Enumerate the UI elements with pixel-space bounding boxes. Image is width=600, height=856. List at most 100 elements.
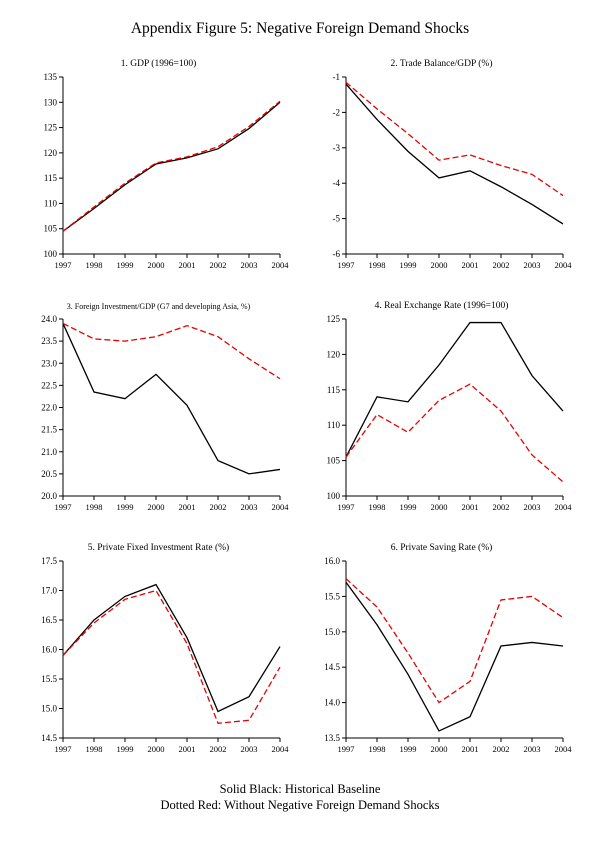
- axis: [345, 319, 563, 497]
- x-tick-label: 1997: [337, 502, 354, 512]
- y-tick-label: 105: [326, 456, 340, 466]
- axis: [62, 319, 280, 497]
- figure-title: Appendix Figure 5: Negative Foreign Dema…: [130, 20, 470, 37]
- y-tick-label: 16.5: [41, 615, 57, 625]
- y-tick-label: 17.0: [41, 586, 57, 596]
- y-tick-label: 130: [43, 97, 57, 107]
- x-tick-label: 2002: [209, 744, 226, 754]
- x-tick-label: 2000: [430, 260, 447, 270]
- y-tick-label: 100: [43, 249, 57, 259]
- axis: [62, 77, 280, 255]
- x-tick-label: 2002: [209, 502, 226, 512]
- x-tick-label: 2003: [240, 260, 257, 270]
- chart-plot-gdp: 100 105 110 115 120 125 130 135 1997 1998 1999 2000…: [43, 72, 289, 270]
- x-tick-label: 2002: [492, 260, 509, 270]
- x-tick-label: 1999: [116, 502, 133, 512]
- baseline-line: [62, 583, 281, 713]
- y-tick-label: -5: [332, 214, 340, 224]
- x-tick-label: 2004: [554, 502, 572, 512]
- x-tick-label: 2002: [209, 260, 226, 270]
- chart-title-private-saving: 6. Private Saving Rate (%): [390, 543, 493, 553]
- x-tick-label: 1998: [85, 744, 102, 754]
- counterfactual-line: [345, 578, 563, 704]
- legend-counterfactual-label: Dotted Red: Without Negative Foreign Dem…: [160, 797, 440, 812]
- chart-title-foreign-investment: 3. Foreign Investment/GDP (G7 and develo…: [66, 302, 251, 311]
- counterfactual-line: [62, 100, 280, 232]
- y-tick-label: 21.5: [41, 425, 57, 435]
- x-tick-label: 1998: [85, 502, 102, 512]
- chart-plot-foreign-investment: 20.0 20.5 21.0 21.5 22.0 22.5 23.0 23.5 24.0 1997…: [41, 314, 289, 512]
- chart-panel-private-fixed-investment: 5. Private Fixed Investment Rate (%) 14.…: [28, 542, 289, 760]
- x-tick-label: 2004: [554, 744, 572, 754]
- x-tick-label: 1999: [399, 502, 416, 512]
- chart-plot-private-saving: 13.5 14.0 14.5 15.0 15.5 16.0 1997 1998 1999 2000…: [324, 556, 572, 754]
- x-tick-label: 1998: [368, 744, 385, 754]
- y-tick-label: -1: [332, 72, 340, 82]
- y-tick-label: 23.0: [41, 358, 57, 368]
- y-tick-label: -3: [332, 143, 340, 153]
- y-tick-label: 20.5: [41, 469, 57, 479]
- y-tick-label: 115: [43, 173, 57, 183]
- chart-panel-real-exchange-rate: 4. Real Exchange Rate (1996=100) 100 105 1…: [311, 300, 572, 518]
- chart-grid: 1. GDP (1996=100) 100 105 110 115 120 125 130 1…: [0, 44, 600, 760]
- chart-plot-private-fixed-investment: 14.5 15.0 15.5 16.0 16.5 17.0 17.5 1997 1998 1999…: [41, 556, 289, 754]
- x-tick-label: 2000: [147, 744, 164, 754]
- y-tick-label: 115: [326, 385, 340, 395]
- x-tick-label: 1998: [368, 502, 385, 512]
- baseline-line: [344, 321, 563, 458]
- x-tick-label: 2004: [554, 260, 572, 270]
- x-tick-label: 1998: [368, 260, 385, 270]
- counterfactual-line: [345, 81, 563, 197]
- x-tick-label: 1999: [116, 260, 133, 270]
- axis: [345, 561, 563, 739]
- y-tick-label: 105: [43, 224, 57, 234]
- y-tick-label: 16.0: [41, 645, 57, 655]
- baseline-line: [345, 83, 563, 225]
- chart-plot-trade-balance: -6 -5 -4 -3 -2 -1 1997 1998 1999 2000 2001 2002 2003…: [332, 72, 572, 270]
- y-tick-label: 21.0: [41, 447, 57, 457]
- x-tick-label: 1997: [54, 260, 71, 270]
- y-tick-label: 125: [326, 314, 340, 324]
- x-tick-label: 1999: [116, 744, 133, 754]
- chart-title-gdp: 1. GDP (1996=100): [120, 59, 197, 69]
- x-tick-label: 2000: [430, 502, 447, 512]
- legend: Solid Black: Historical Baseline Dotted …: [0, 782, 600, 813]
- x-tick-label: 2001: [178, 502, 195, 512]
- chart-title-real-exchange-rate: 4. Real Exchange Rate (1996=100): [374, 301, 509, 311]
- x-tick-label: 2002: [492, 744, 509, 754]
- y-tick-label: 17.5: [41, 556, 57, 566]
- x-tick-label: 2000: [147, 502, 164, 512]
- y-tick-label: 14.5: [41, 733, 57, 743]
- y-tick-label: 110: [43, 198, 57, 208]
- chart-title-trade-balance: 2. Trade Balance/GDP (%): [390, 59, 493, 69]
- x-tick-label: 2003: [523, 744, 540, 754]
- chart-panel-trade-balance: 2. Trade Balance/GDP (%) -6 -5 -4 -3 -2 -1 199…: [311, 58, 572, 276]
- x-tick-label: 2003: [523, 502, 540, 512]
- chart-plot-real-exchange-rate: 100 105 110 115 120 125 1997 1998 1999 2000 2001 20…: [326, 314, 572, 512]
- y-tick-label: -4: [332, 178, 340, 188]
- y-tick-label: 15.5: [41, 674, 57, 684]
- x-tick-label: 2000: [147, 260, 164, 270]
- y-tick-label: 16.0: [324, 556, 340, 566]
- y-tick-label: 135: [43, 72, 57, 82]
- y-tick-label: 24.0: [41, 314, 57, 324]
- x-tick-label: 2004: [271, 744, 289, 754]
- y-tick-label: 15.0: [324, 627, 340, 637]
- x-tick-label: 1997: [54, 502, 71, 512]
- x-tick-label: 2001: [178, 744, 195, 754]
- x-tick-label: 2004: [271, 260, 289, 270]
- legend-baseline-label: Solid Black: Historical Baseline: [219, 782, 381, 796]
- y-tick-label: 14.5: [324, 662, 340, 672]
- x-tick-label: 1997: [337, 744, 354, 754]
- y-tick-label: 110: [326, 420, 340, 430]
- counterfactual-line: [62, 589, 281, 724]
- x-tick-label: 2001: [461, 260, 478, 270]
- x-tick-label: 2003: [240, 502, 257, 512]
- x-tick-label: 2004: [271, 502, 289, 512]
- x-tick-label: 2002: [492, 502, 509, 512]
- x-tick-label: 2001: [178, 260, 195, 270]
- x-tick-label: 1999: [399, 744, 416, 754]
- chart-panel-gdp: 1. GDP (1996=100) 100 105 110 115 120 125 130 1…: [28, 58, 289, 276]
- baseline-line: [61, 323, 280, 475]
